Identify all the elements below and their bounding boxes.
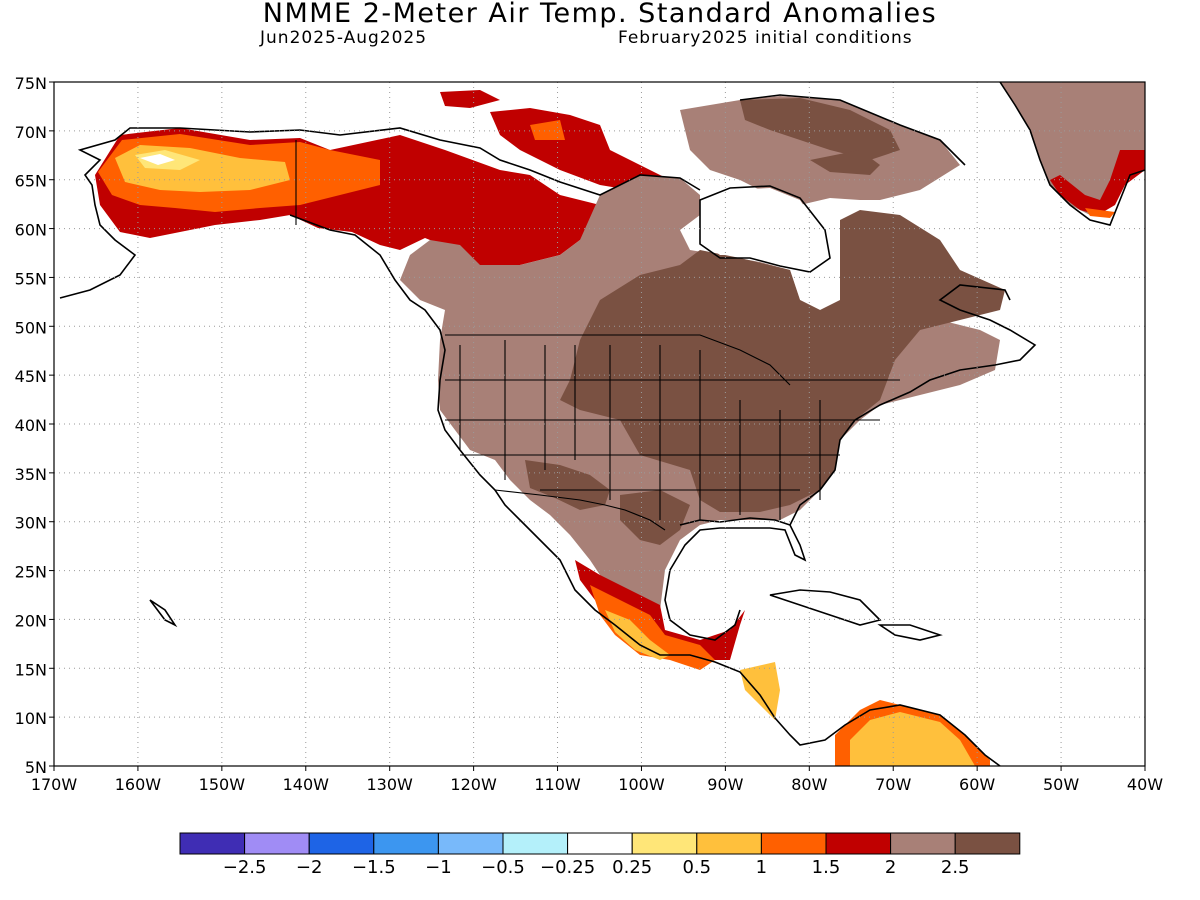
legend-label: 1.5	[812, 857, 841, 878]
lat-label: 10N	[15, 709, 47, 728]
lat-label: 75N	[15, 74, 47, 93]
legend-swatch	[760, 832, 827, 855]
lat-label: 20N	[15, 611, 47, 630]
lon-label: 100W	[618, 775, 665, 794]
lat-label: 65N	[15, 172, 47, 191]
legend-swatch	[437, 832, 504, 855]
lon-label: 40W	[1127, 775, 1163, 794]
lat-label: 60N	[15, 221, 47, 240]
lat-label: 35N	[15, 465, 47, 484]
legend-label: −2	[296, 857, 323, 878]
color-legend	[179, 832, 1021, 855]
alaska-white-region	[140, 154, 175, 165]
coastlines	[59, 82, 1145, 766]
mexico-west-coast-anomaly	[575, 560, 745, 660]
lon-label: 140W	[283, 775, 330, 794]
lat-label: 30N	[15, 514, 47, 533]
legend-swatch	[696, 832, 762, 855]
lon-label: 90W	[707, 775, 743, 794]
legend-swatch	[502, 832, 569, 855]
legend-label: −2.5	[223, 857, 267, 878]
legend-label: −1.5	[352, 857, 396, 878]
map-title: NMME 2-Meter Air Temp. Standard Anomalie…	[262, 0, 938, 29]
dark-brown-northeast-region	[810, 150, 880, 175]
longitude-labels: 170W 160W 150W 140W 130W 120W 110W 100W 90W 80W 70…	[31, 775, 1163, 794]
legend-swatch	[567, 832, 633, 855]
lat-label: 5N	[25, 758, 47, 777]
lat-label: 40N	[15, 416, 47, 435]
legend-label: −0.5	[481, 857, 525, 878]
legend-label: 2	[885, 857, 896, 878]
mexico-orange-region	[590, 585, 715, 670]
lon-label: 50W	[1043, 775, 1079, 794]
dark-brown-mountain-region	[525, 460, 610, 510]
mexico-gold-region	[605, 610, 670, 660]
lat-label: 50N	[15, 318, 47, 337]
legend-swatch	[244, 832, 310, 855]
dark-brown-mexico-region	[620, 490, 690, 545]
lon-label: 70W	[875, 775, 911, 794]
legend-label: −0.25	[540, 857, 595, 878]
legend-swatch	[179, 832, 246, 855]
dark-brown-east-region	[560, 210, 1005, 512]
lon-label: 150W	[199, 775, 246, 794]
legend-swatch	[631, 832, 698, 855]
lon-label: 80W	[791, 775, 827, 794]
south-america-gold-region	[850, 712, 975, 766]
eastern-canada-light-brown	[680, 96, 960, 205]
legend-label: 2.5	[941, 857, 970, 878]
lon-label: 110W	[534, 775, 581, 794]
axis-ticks	[49, 81, 1146, 771]
lat-label: 45N	[15, 367, 47, 386]
legend-label: −1	[425, 857, 452, 878]
greenland-anomaly-region	[1000, 82, 1145, 215]
legend-swatch	[890, 832, 956, 855]
lat-label: 25N	[15, 563, 47, 582]
graticule	[54, 82, 1145, 766]
central-america-gold-region	[740, 662, 780, 720]
legend-swatch	[954, 832, 1021, 855]
dark-brown-arctic-region	[740, 98, 900, 160]
legend-swatch	[825, 832, 892, 855]
lon-label: 170W	[31, 775, 78, 794]
political-borders	[295, 140, 900, 531]
lon-label: 130W	[367, 775, 414, 794]
legend-swatch	[308, 832, 375, 855]
greenland-red-region	[1050, 150, 1145, 215]
greenland-orange-edge	[1085, 208, 1115, 218]
legend-swatch	[373, 832, 439, 855]
lon-label: 60W	[959, 775, 995, 794]
legend-label: 1	[756, 857, 767, 878]
initial-conditions: February2025 initial conditions	[618, 28, 913, 48]
arctic-island-anomaly-3	[530, 120, 565, 140]
lon-label: 160W	[115, 775, 162, 794]
legend-label: 0.5	[682, 857, 711, 878]
arctic-island-anomaly	[440, 90, 500, 108]
lat-label: 55N	[15, 269, 47, 288]
lat-label: 15N	[15, 660, 47, 679]
forecast-period: Jun2025-Aug2025	[260, 28, 428, 48]
legend-label: 0.25	[612, 857, 652, 878]
legend-labels: −2.5 −2 −1.5 −1 −0.5 −0.25 0.25 0.5 1 1.5 2 2.5	[223, 857, 970, 878]
latitude-labels: 75N 70N 65N 60N 55N 50N 45N 40N 35N 30N 25N 20N 15N 1…	[15, 74, 47, 777]
lon-label: 120W	[450, 775, 497, 794]
lat-label: 70N	[15, 123, 47, 142]
